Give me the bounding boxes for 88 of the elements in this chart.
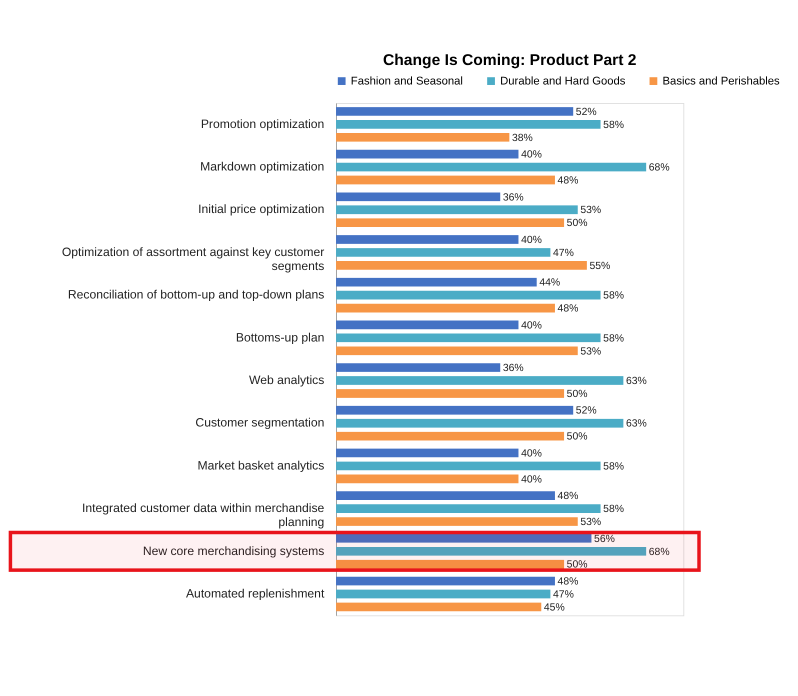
bar bbox=[336, 290, 601, 300]
data-label: 47% bbox=[553, 248, 574, 259]
bar bbox=[336, 261, 587, 270]
bar bbox=[336, 304, 555, 312]
bar bbox=[336, 432, 564, 441]
bar bbox=[336, 333, 601, 342]
bar bbox=[336, 132, 510, 142]
bar bbox=[336, 150, 518, 158]
bar bbox=[336, 278, 537, 287]
y-tick-label: Optimization of assortment against key customer segments bbox=[62, 244, 324, 273]
bar bbox=[336, 602, 542, 612]
data-label: 44% bbox=[539, 278, 560, 289]
data-label: 68% bbox=[648, 162, 670, 174]
legend-label: Durable and Hard Goods bbox=[500, 76, 626, 88]
bar bbox=[336, 546, 646, 556]
bar bbox=[336, 448, 518, 458]
bar bbox=[336, 491, 555, 500]
data-label: 50% bbox=[566, 218, 588, 230]
y-tick-label: Automated replenishment bbox=[186, 586, 325, 600]
bar bbox=[336, 406, 574, 415]
data-label: 53% bbox=[580, 205, 602, 216]
data-label: 63% bbox=[626, 418, 647, 430]
data-label: 52% bbox=[576, 406, 597, 417]
data-label: 40% bbox=[521, 150, 542, 161]
bar bbox=[336, 462, 601, 470]
data-label: 68% bbox=[648, 546, 670, 558]
data-label: 53% bbox=[580, 346, 602, 358]
bar bbox=[336, 418, 624, 428]
data-label: 40% bbox=[521, 474, 542, 486]
data-label: 58% bbox=[603, 461, 624, 472]
bar bbox=[336, 363, 500, 372]
bar bbox=[336, 376, 624, 385]
bar bbox=[336, 474, 518, 484]
y-tick-label: Customer segmentation bbox=[195, 416, 324, 430]
y-tick-label: Web analytics bbox=[248, 373, 324, 387]
data-label: 58% bbox=[603, 333, 624, 344]
data-label: 36% bbox=[502, 363, 524, 374]
y-tick-label: Initial price optimization bbox=[198, 202, 324, 216]
bar bbox=[336, 576, 555, 586]
y-tick-label: Markdown optimization bbox=[200, 160, 324, 174]
bar bbox=[336, 176, 555, 184]
data-label: 40% bbox=[521, 320, 542, 332]
legend-label: Fashion and Seasonal bbox=[350, 76, 463, 88]
bar bbox=[336, 346, 578, 356]
bar bbox=[336, 320, 518, 330]
data-label: 55% bbox=[589, 260, 610, 272]
bar bbox=[336, 107, 574, 116]
bar bbox=[336, 560, 564, 569]
bar bbox=[336, 162, 646, 172]
data-label: 48% bbox=[558, 491, 578, 502]
data-label: 58% bbox=[603, 504, 624, 516]
bar bbox=[336, 389, 564, 398]
y-tick-label: New core merchandising systems bbox=[142, 544, 324, 558]
bar bbox=[336, 205, 578, 214]
bar bbox=[336, 248, 550, 257]
bar bbox=[336, 590, 550, 598]
bar bbox=[336, 218, 564, 228]
bar bbox=[336, 235, 518, 244]
data-label: 56% bbox=[594, 534, 615, 545]
bar bbox=[336, 517, 578, 526]
bar bbox=[336, 192, 500, 202]
data-label: 48% bbox=[558, 175, 578, 186]
data-label: 40% bbox=[521, 234, 542, 246]
data-label: 58% bbox=[603, 120, 624, 131]
data-label: 38% bbox=[512, 132, 533, 144]
data-label: 47% bbox=[553, 589, 574, 600]
data-label: 40% bbox=[521, 448, 542, 460]
y-tick-label: Market basket analytics bbox=[197, 458, 324, 472]
data-label: 48% bbox=[558, 304, 578, 315]
data-label: 45% bbox=[544, 602, 565, 614]
bar bbox=[336, 120, 601, 129]
data-label: 50% bbox=[566, 388, 588, 400]
bar bbox=[336, 504, 601, 513]
y-tick-label: Bottoms-up plan bbox=[236, 330, 324, 344]
data-label: 63% bbox=[626, 376, 647, 387]
data-label: 50% bbox=[566, 560, 588, 571]
y-tick-label: Promotion optimization bbox=[200, 116, 324, 131]
data-label: 58% bbox=[603, 290, 624, 302]
bar bbox=[336, 534, 592, 543]
data-label: 53% bbox=[580, 517, 602, 528]
chart-title: Change Is Coming: Product Part 2 bbox=[382, 52, 637, 69]
y-tick-label: Integrated customer data within merchandise planning bbox=[82, 501, 325, 529]
data-label: 48% bbox=[558, 576, 578, 588]
data-label: 50% bbox=[566, 432, 588, 443]
data-label: 52% bbox=[576, 106, 597, 118]
data-label: 36% bbox=[502, 192, 524, 204]
legend-label: Basics and Perishables bbox=[662, 76, 780, 88]
y-tick-label: Reconciliation of bottom-up and top-down plans bbox=[68, 288, 324, 302]
